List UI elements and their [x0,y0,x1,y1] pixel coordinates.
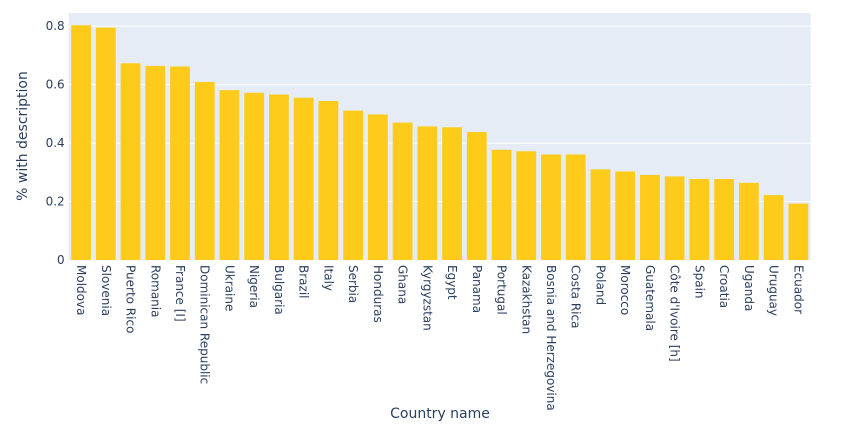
bar[interactable] [269,94,289,260]
y-axis-title: % with description [15,71,31,201]
x-tick-label: Poland [593,265,607,305]
bar[interactable] [640,174,660,260]
x-tick-label: Croatia [717,265,731,308]
bar[interactable] [763,195,784,260]
x-tick-label: Kazakhstan [519,265,533,334]
bar[interactable] [293,97,314,261]
y-tick-label: 0.6 [46,78,65,92]
bar[interactable] [244,92,265,260]
x-tick-label: Kyrgyzstan [420,265,434,331]
x-tick-label: Ecuador [791,265,805,314]
x-tick-label: Romania [148,265,162,317]
x-axis-ticks: Moldova Slovenia Puerto Rico Romania France … [74,265,805,411]
x-tick-label: France [I] [173,265,187,322]
bar[interactable] [516,151,537,260]
x-tick-label: Italy [321,265,335,291]
bar[interactable] [590,169,611,260]
x-tick-label: Dominican Republic [198,265,212,384]
x-tick-label: Slovenia [99,265,113,316]
x-axis-title: Country name [390,406,490,422]
x-tick-label: Côte d'Ivoire [h] [668,265,682,362]
bar[interactable] [738,182,759,260]
x-tick-label: Portugal [495,265,509,315]
bar[interactable] [318,100,339,260]
bar[interactable] [95,27,116,260]
x-tick-label: Nigeria [247,265,261,308]
gridlines [68,25,811,203]
x-tick-label: Guatemala [643,265,657,331]
x-tick-label: Honduras [371,265,385,323]
x-tick-label: Bosnia and Herzegovina [544,265,558,411]
bar[interactable] [714,179,735,260]
bar[interactable] [145,65,166,261]
x-tick-label: Panama [470,265,484,313]
x-tick-label: Serbia [346,265,360,303]
bar[interactable] [120,63,141,261]
y-tick-label: 0 [57,253,65,267]
x-tick-label: Brazil [297,265,311,299]
bar[interactable] [343,110,364,260]
bar[interactable] [491,149,512,260]
y-tick-label: 0.2 [46,195,65,209]
bar[interactable] [170,66,190,260]
bar[interactable] [367,114,388,260]
bar[interactable] [689,179,710,260]
x-tick-label: Ukraine [222,265,236,311]
bar[interactable] [541,154,561,260]
x-tick-label: Uruguay [767,265,781,316]
x-tick-label: Egypt [445,265,459,300]
x-tick-label: Spain [692,265,706,299]
bar[interactable] [565,154,586,260]
bar[interactable] [615,171,636,260]
bar[interactable] [392,122,413,260]
bar[interactable] [442,127,462,261]
bar[interactable] [417,126,438,261]
x-tick-label: Uganda [742,265,756,311]
bar[interactable] [664,176,685,260]
bar[interactable] [788,203,809,260]
x-tick-label: Puerto Rico [124,265,138,333]
y-axis-ticks: 0 0.2 0.4 0.6 0.8 [46,19,65,267]
y-tick-label: 0.8 [46,19,65,33]
x-tick-label: Bulgaria [272,265,286,315]
bar[interactable] [466,131,487,260]
bar[interactable] [71,25,91,261]
y-tick-label: 0.4 [46,136,65,150]
x-tick-label: Moldova [74,265,88,315]
bar[interactable] [219,90,240,261]
x-tick-label: Costa Rica [569,265,583,328]
bar[interactable] [194,81,215,260]
x-tick-label: Morocco [618,265,632,315]
x-tick-label: Ghana [396,265,410,304]
bars [71,25,809,261]
plot-area [68,13,811,260]
